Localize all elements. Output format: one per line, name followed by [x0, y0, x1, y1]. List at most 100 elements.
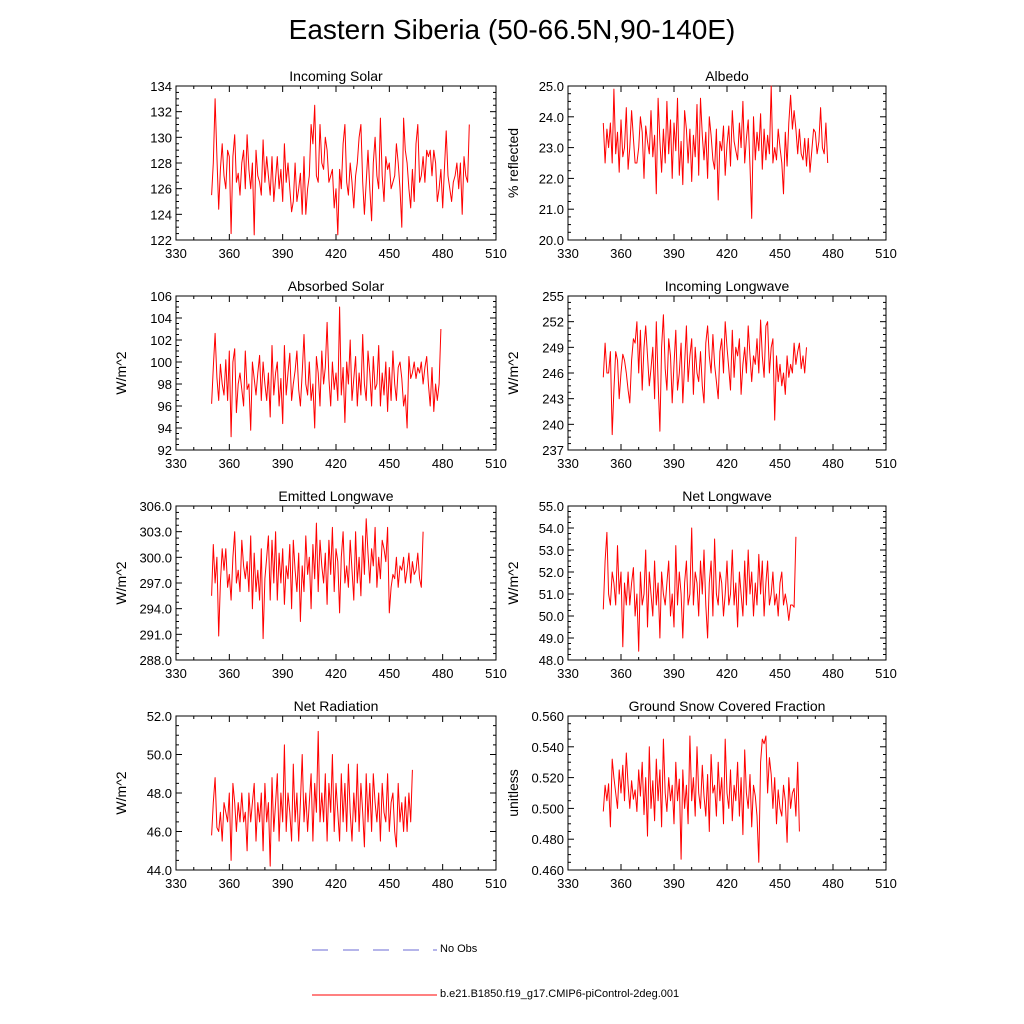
panel-6-ytick-label: 50.0 [147, 748, 172, 763]
panel-6-xtick-label: 510 [485, 876, 507, 891]
panel-1-xtick-label: 450 [769, 246, 791, 261]
panel-6-ytick-label: 52.0 [147, 709, 172, 724]
panel-5-series-line [602, 527, 797, 652]
panel-3-ytick-label: 243 [542, 392, 564, 407]
panel-2-ytick-label: 92 [158, 443, 172, 458]
panel-5-xtick-label: 330 [557, 666, 579, 681]
panel-2-xtick-label: 510 [485, 456, 507, 471]
panel-0-ytick-label: 124 [150, 207, 172, 222]
panel-6-ytick-label: 46.0 [147, 825, 172, 840]
panel-3-xtick-label: 420 [716, 456, 738, 471]
panel-3-ytick-label: 255 [542, 289, 564, 304]
panel-3-ytick-label: 240 [542, 417, 564, 432]
panel-4-ytick-label: 300.0 [139, 550, 172, 565]
panel-2-ytick-label: 98 [158, 377, 172, 392]
panel-0-ytick-label: 122 [150, 233, 172, 248]
panel-2-xtick-label: 330 [165, 456, 187, 471]
panel-7-xtick-label: 360 [610, 876, 632, 891]
panel-3-series-line [602, 314, 807, 436]
panel-2-series-line [211, 306, 442, 438]
panel-2-xtick-label: 450 [378, 456, 400, 471]
panel-3-ytick-label: 249 [542, 340, 564, 355]
panel-6-ytick-label: 44.0 [147, 863, 172, 878]
panel-4-ytick-label: 297.0 [139, 576, 172, 591]
panel-0-xtick-label: 450 [378, 246, 400, 261]
panel-5-title: Net Longwave [682, 488, 772, 504]
panel-1-ytick-label: 21.0 [539, 202, 564, 217]
panel-3-ytick-label: 237 [542, 443, 564, 458]
panel-1-ytick-label: 22.0 [539, 171, 564, 186]
panel-2-ytick-label: 100 [150, 355, 172, 370]
panel-0-series-line [211, 98, 470, 236]
panel-4-frame [175, 505, 497, 661]
panel-0-xtick-label: 390 [272, 246, 294, 261]
panel-5-ytick-label: 53.0 [539, 543, 564, 558]
panel-1-xtick-label: 480 [822, 246, 844, 261]
panel-4-ytick-label: 306.0 [139, 499, 172, 514]
panel-7-ytick-label: 0.520 [531, 771, 564, 786]
panel-7-xtick-label: 510 [875, 876, 897, 891]
panel-0-ytick-label: 128 [150, 156, 172, 171]
panel-2-xtick-label: 390 [272, 456, 294, 471]
panel-3-xtick-label: 450 [769, 456, 791, 471]
panel-6-title: Net Radiation [294, 698, 379, 714]
panel-0-ytick-label: 132 [150, 105, 172, 120]
panel-5-xtick-label: 480 [822, 666, 844, 681]
panel-5-ytick-label: 52.0 [539, 565, 564, 580]
panel-6-series-line [211, 730, 413, 867]
panel-2-title: Absorbed Solar [288, 278, 385, 294]
panel-4-xtick-label: 390 [272, 666, 294, 681]
panel-1-ytick-label: 25.0 [539, 79, 564, 94]
panel-1-ylabel: % reflected [505, 128, 521, 198]
panel-5-xtick-label: 510 [875, 666, 897, 681]
panel-5-ytick-label: 54.0 [539, 521, 564, 536]
panel-4-xtick-label: 330 [165, 666, 187, 681]
panel-6-xtick-label: 390 [272, 876, 294, 891]
panel-1-xtick-label: 330 [557, 246, 579, 261]
panel-7-ytick-label: 0.560 [531, 709, 564, 724]
panel-4-ylabel: W/m^2 [113, 561, 129, 604]
panel-1-ytick-label: 24.0 [539, 110, 564, 125]
panel-2-xtick-label: 420 [325, 456, 347, 471]
panel-0-ytick-label: 130 [150, 130, 172, 145]
panel-2-ytick-label: 102 [150, 333, 172, 348]
panel-0-ytick-label: 126 [150, 182, 172, 197]
panel-5-xtick-label: 360 [610, 666, 632, 681]
panel-6-ytick-label: 48.0 [147, 786, 172, 801]
panel-5-xtick-label: 420 [716, 666, 738, 681]
panel-4-xtick-label: 450 [378, 666, 400, 681]
panel-3-ytick-label: 252 [542, 315, 564, 330]
panel-3-xtick-label: 510 [875, 456, 897, 471]
panel-3-ytick-label: 246 [542, 366, 564, 381]
panel-1-xtick-label: 360 [610, 246, 632, 261]
panel-4-ytick-label: 288.0 [139, 653, 172, 668]
panel-5-frame [567, 505, 887, 661]
legend-model-label: b.e21.B1850.f19_g17.CMIP6-piControl-2deg… [440, 988, 680, 1000]
panel-0-frame [175, 85, 497, 241]
panel-6-ylabel: W/m^2 [113, 771, 129, 814]
panel-1-xtick-label: 390 [663, 246, 685, 261]
panel-5-xtick-label: 450 [769, 666, 791, 681]
panel-0-ytick-label: 134 [150, 79, 172, 94]
panel-6-xtick-label: 480 [432, 876, 454, 891]
panel-7-xtick-label: 390 [663, 876, 685, 891]
panel-1-ytick-label: 20.0 [539, 233, 564, 248]
panel-4-ytick-label: 303.0 [139, 525, 172, 540]
figure-title: Eastern Siberia (50-66.5N,90-140E) [288, 14, 736, 45]
panel-0-xtick-label: 510 [485, 246, 507, 261]
panel-7-ylabel: unitless [505, 769, 521, 816]
panel-0-xtick-label: 330 [165, 246, 187, 261]
panel-4-xtick-label: 510 [485, 666, 507, 681]
panel-2-ytick-label: 94 [158, 421, 172, 436]
panel-7-title: Ground Snow Covered Fraction [629, 698, 826, 714]
panel-0-xtick-label: 420 [325, 246, 347, 261]
panel-6-xtick-label: 330 [165, 876, 187, 891]
panel-7-xtick-label: 450 [769, 876, 791, 891]
panel-7-series-line [602, 735, 800, 863]
panel-5-ytick-label: 55.0 [539, 499, 564, 514]
panel-4-xtick-label: 360 [218, 666, 240, 681]
panel-1-series-line [602, 85, 829, 219]
panel-2-ylabel: W/m^2 [113, 351, 129, 394]
panel-5-ytick-label: 49.0 [539, 631, 564, 646]
